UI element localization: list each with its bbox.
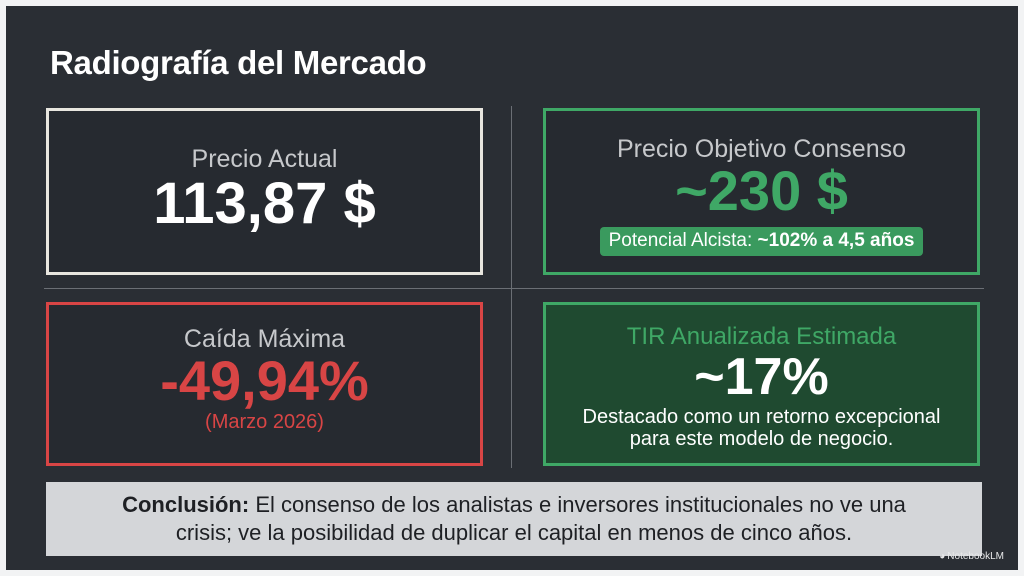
slide-title: Radiografía del Mercado — [50, 44, 426, 82]
upside-potential-badge: Potencial Alcista: ~102% a 4,5 años — [600, 227, 924, 256]
notebooklm-icon: ◕ — [939, 551, 945, 562]
conclusion-line1: Conclusión: El consenso de los analistas… — [46, 491, 982, 519]
conclusion-heading: Conclusión: — [122, 492, 249, 517]
irr-description-line2: para este modelo de negocio. — [546, 427, 977, 451]
max-drawdown-card: Caída Máxima -49,94% (Marzo 2026) — [46, 302, 483, 466]
brand-watermark: ◕ NotebookLM — [939, 551, 1004, 562]
current-price-value: 113,87 $ — [49, 170, 480, 237]
conclusion-box: Conclusión: El consenso de los analistas… — [46, 482, 982, 556]
conclusion-line2: crisis; ve la posibilidad de duplicar el… — [46, 519, 982, 547]
upside-prefix: Potencial Alcista: — [609, 230, 753, 251]
target-price-value: ~230 $ — [546, 158, 977, 223]
upside-value: ~102% a 4,5 años — [758, 230, 915, 251]
target-price-card: Precio Objetivo Consenso ~230 $ Potencia… — [543, 108, 980, 275]
brand-label: NotebookLM — [947, 551, 1004, 562]
irr-description-line1: Destacado como un retorno excepcional — [546, 405, 977, 429]
irr-card: TIR Anualizada Estimada ~17% Destacado c… — [543, 302, 980, 466]
conclusion-text1: El consenso de los analistas e inversore… — [255, 492, 906, 517]
slide: Radiografía del Mercado Precio Actual 11… — [6, 6, 1018, 570]
max-drawdown-value: -49,94% — [49, 348, 480, 413]
horizontal-divider — [44, 288, 984, 289]
irr-value: ~17% — [546, 347, 977, 407]
vertical-divider — [511, 106, 512, 468]
max-drawdown-date: (Marzo 2026) — [49, 411, 480, 434]
current-price-card: Precio Actual 113,87 $ — [46, 108, 483, 275]
